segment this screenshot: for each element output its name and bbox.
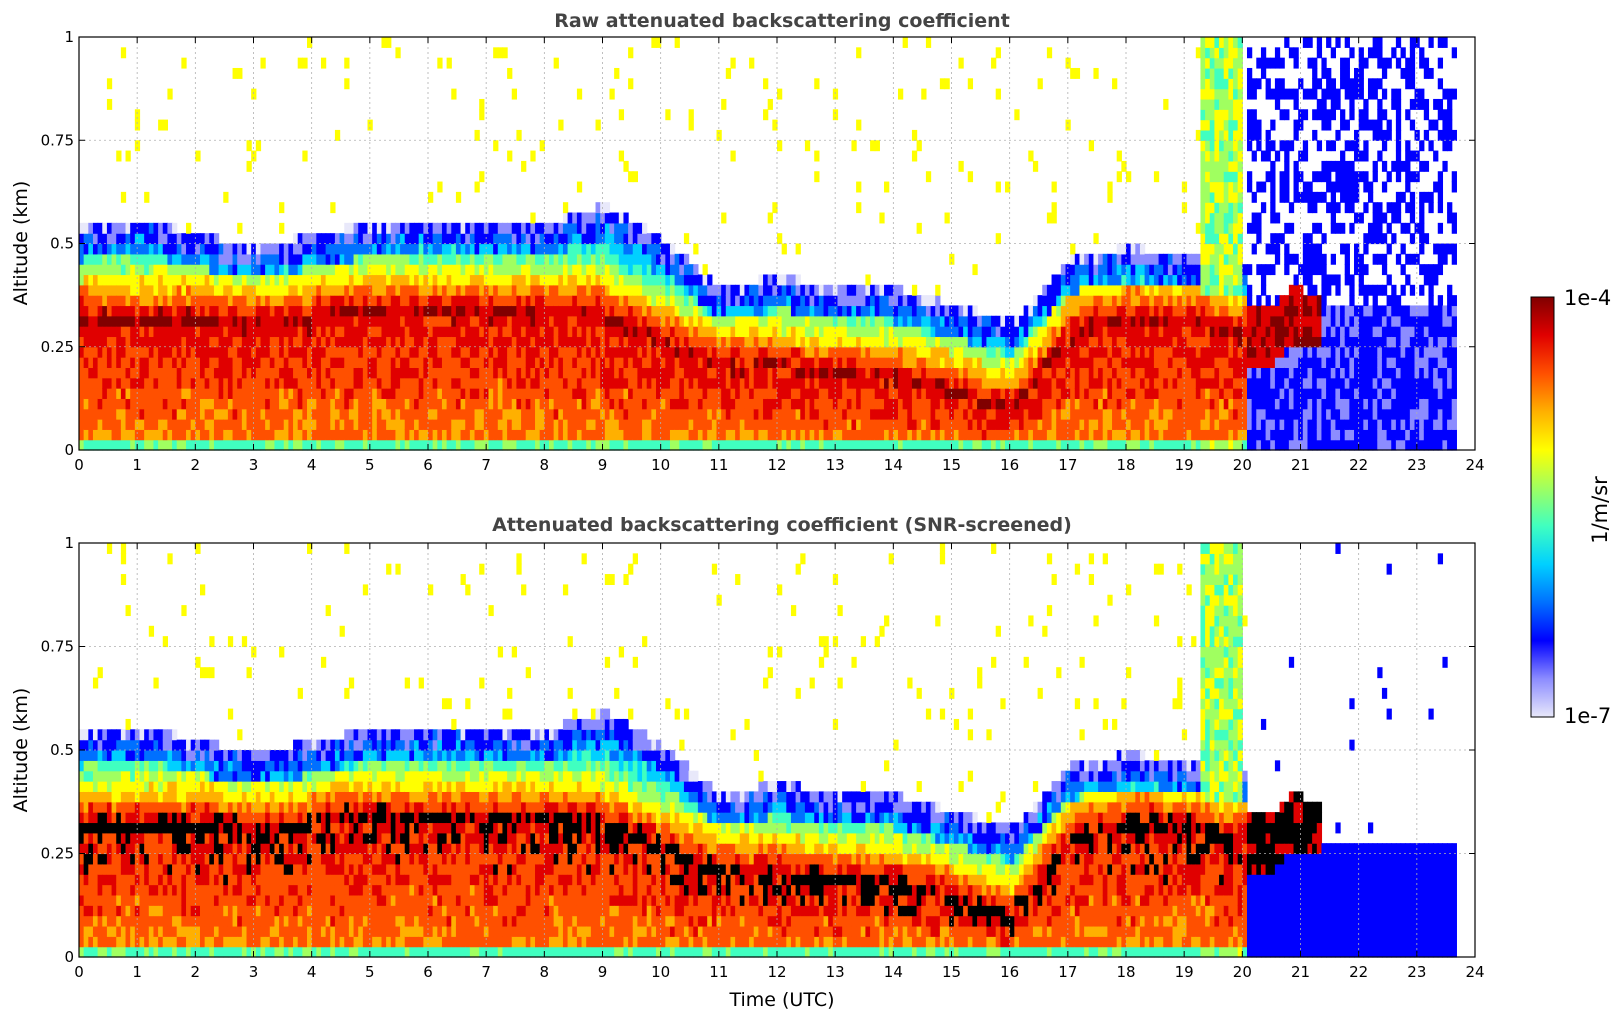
y-tick-label: 0 <box>64 948 74 966</box>
y-tick-label: 1 <box>64 28 74 46</box>
x-tick-label: 8 <box>540 456 550 474</box>
heatmap-field <box>79 543 1457 958</box>
x-tick-label: 12 <box>767 963 786 981</box>
x-tick-label: 15 <box>942 456 961 474</box>
x-tick-label: 7 <box>481 456 491 474</box>
colorbar <box>1530 296 1555 718</box>
x-tick-label: 0 <box>74 963 84 981</box>
bottom-panel-title: Attenuated backscattering coefficient (S… <box>492 514 1072 536</box>
top-panel-ylabel: Altitude (km) <box>10 181 32 306</box>
y-tick-label: 0.5 <box>50 741 74 759</box>
x-tick-label: 19 <box>1175 963 1194 981</box>
x-tick-label: 4 <box>307 963 317 981</box>
y-tick-label: 0.5 <box>50 235 74 253</box>
x-tick-label: 4 <box>307 456 317 474</box>
x-tick-label: 1 <box>132 963 142 981</box>
colorbar-max-label: 1e-4 <box>1564 286 1611 310</box>
x-tick-label: 23 <box>1407 963 1426 981</box>
x-tick-label: 9 <box>598 456 608 474</box>
x-tick-label: 10 <box>651 456 670 474</box>
x-tick-label: 18 <box>1116 456 1135 474</box>
bottom-panel-ylabel: Altitude (km) <box>10 688 32 813</box>
top-panel-title: Raw attenuated backscattering coefficien… <box>554 10 1010 32</box>
y-tick-label: 1 <box>64 534 74 552</box>
x-tick-label: 14 <box>884 456 903 474</box>
x-tick-label: 16 <box>1000 456 1019 474</box>
x-tick-label: 11 <box>709 456 728 474</box>
x-tick-label: 10 <box>651 963 670 981</box>
y-tick-label: 0.25 <box>41 845 74 863</box>
x-tick-label: 5 <box>365 456 375 474</box>
x-tick-label: 23 <box>1407 456 1426 474</box>
colorbar-min-label: 1e-7 <box>1564 704 1611 728</box>
x-tick-label: 22 <box>1349 963 1368 981</box>
x-tick-label: 22 <box>1349 456 1368 474</box>
x-tick-label: 1 <box>132 456 142 474</box>
bottom-panel-xlabel: Time (UTC) <box>728 989 834 1011</box>
y-tick-label: 0.25 <box>41 338 74 356</box>
x-tick-label: 8 <box>540 963 550 981</box>
x-tick-label: 6 <box>423 963 433 981</box>
y-tick-label: 0.75 <box>41 131 74 149</box>
x-tick-label: 13 <box>826 963 845 981</box>
x-tick-label: 17 <box>1058 456 1077 474</box>
x-tick-label: 5 <box>365 963 375 981</box>
x-tick-label: 2 <box>191 963 201 981</box>
x-tick-label: 20 <box>1233 456 1252 474</box>
bottom-panel: 0 1 2 3 4 5 6 7 8 9 10 11 12 13 14 15 16 17 18 19 20 21 22 23 24… <box>41 534 1485 981</box>
x-tick-label: 2 <box>191 456 201 474</box>
x-tick-label: 21 <box>1291 963 1310 981</box>
x-tick-label: 14 <box>884 963 903 981</box>
x-tick-label: 3 <box>249 456 259 474</box>
x-tick-label: 3 <box>249 963 259 981</box>
y-tick-label: 0 <box>64 441 74 459</box>
x-tick-label: 20 <box>1233 963 1252 981</box>
x-tick-label: 12 <box>767 456 786 474</box>
x-tick-label: 24 <box>1465 456 1484 474</box>
x-tick-label: 13 <box>826 456 845 474</box>
x-tick-label: 6 <box>423 456 433 474</box>
heatmap-field <box>79 37 1457 451</box>
x-tick-label: 7 <box>481 963 491 981</box>
x-tick-label: 0 <box>74 456 84 474</box>
x-tick-label: 24 <box>1465 963 1484 981</box>
x-tick-label: 17 <box>1058 963 1077 981</box>
x-tick-label: 19 <box>1175 456 1194 474</box>
y-tick-label: 0.75 <box>41 638 74 656</box>
x-tick-label: 18 <box>1116 963 1135 981</box>
colorbar-label: 1/m/sr <box>1588 476 1612 544</box>
x-tick-label: 9 <box>598 963 608 981</box>
x-tick-label: 16 <box>1000 963 1019 981</box>
x-tick-label: 15 <box>942 963 961 981</box>
x-tick-label: 11 <box>709 963 728 981</box>
top-panel: 0 1 2 3 4 5 6 7 8 9 10 11 12 13 14 15 16 17 18 19 20 21 22 23 24… <box>41 28 1485 474</box>
x-tick-label: 21 <box>1291 456 1310 474</box>
